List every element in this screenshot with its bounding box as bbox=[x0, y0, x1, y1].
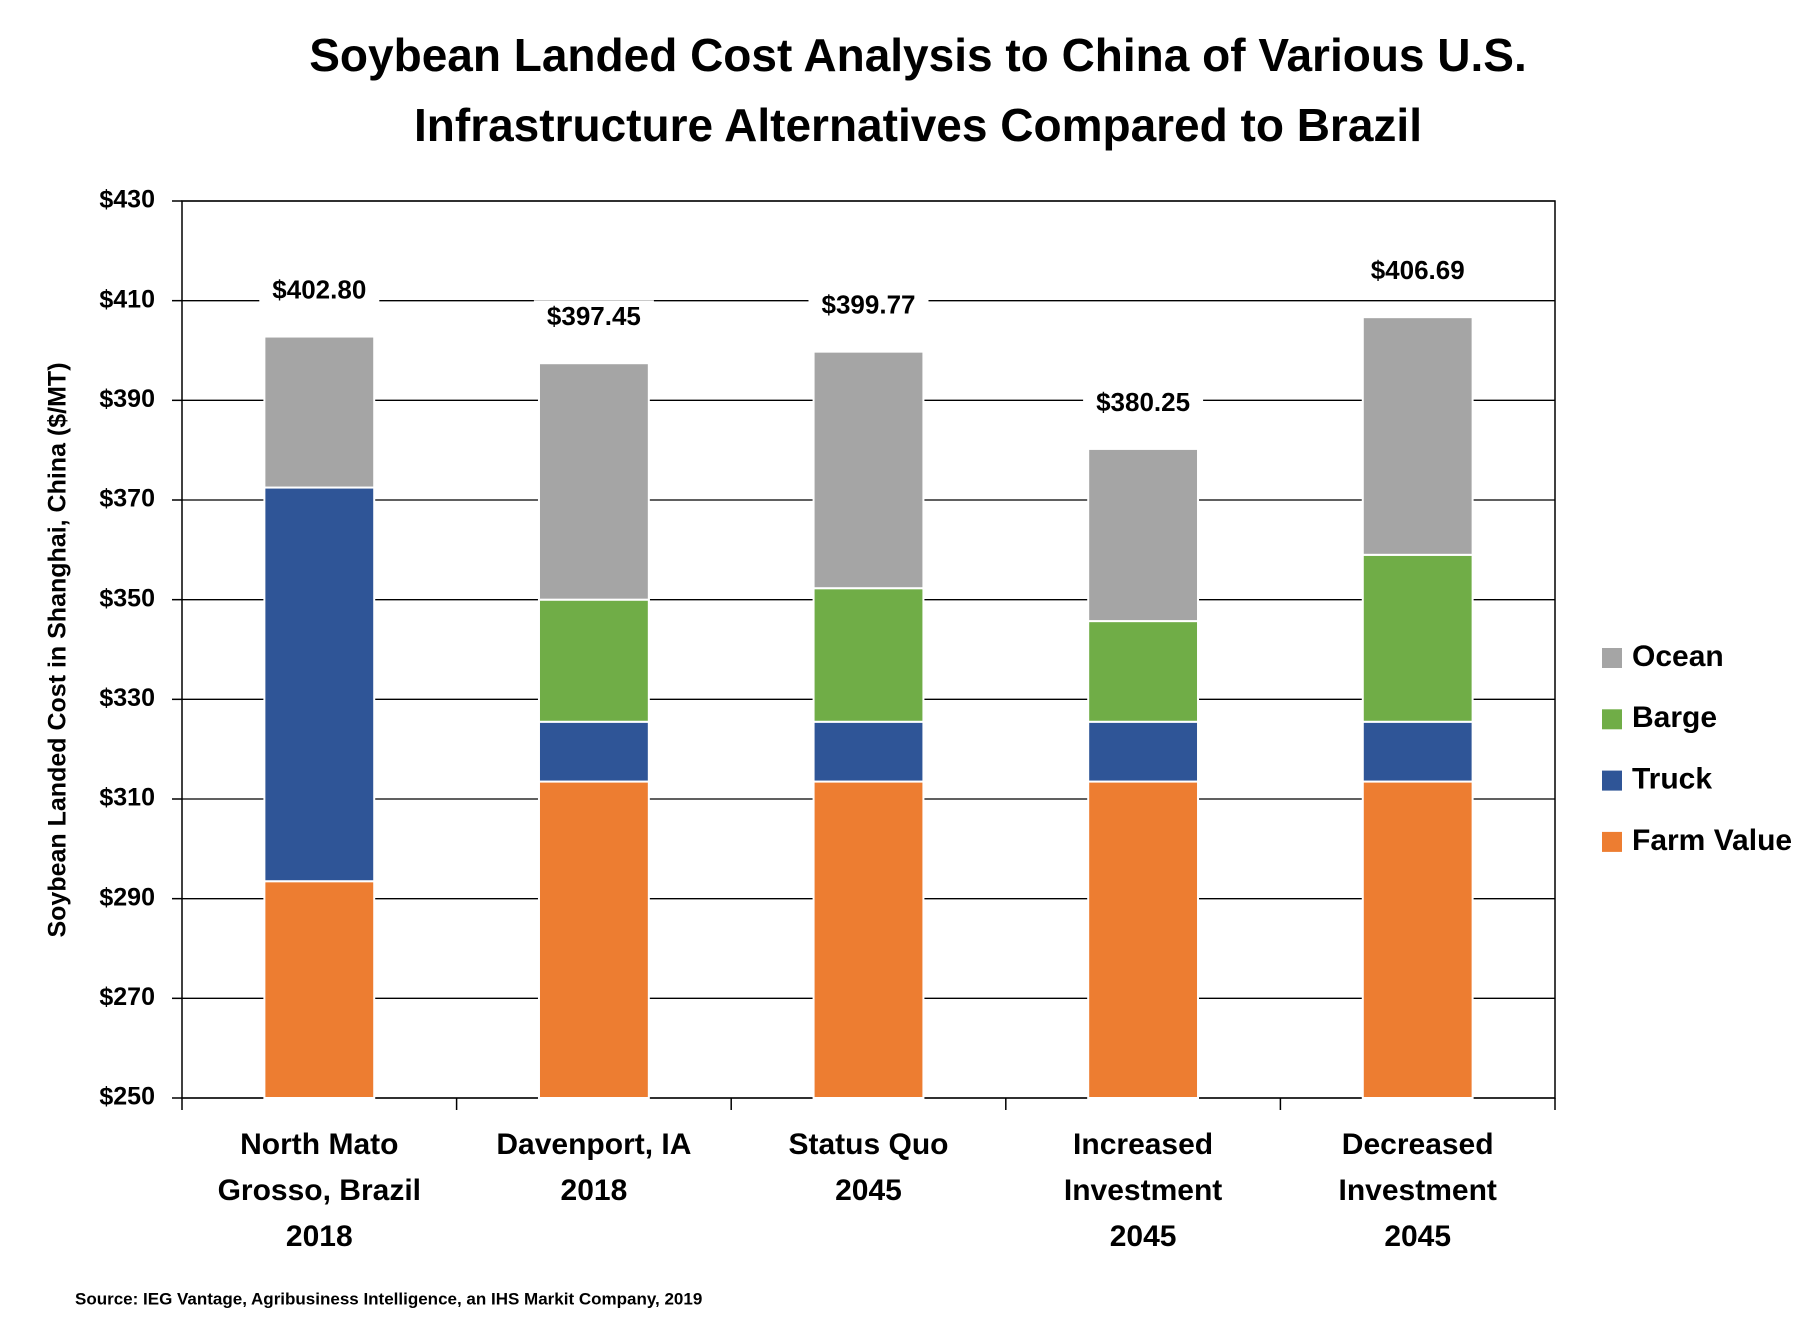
y-tick-label: $270 bbox=[99, 983, 155, 1011]
bar-segment bbox=[537, 720, 650, 783]
bar-segment bbox=[537, 598, 650, 723]
bar-segment bbox=[1361, 553, 1474, 723]
x-tick-label: Investment bbox=[1339, 1174, 1497, 1207]
total-label-bg bbox=[533, 300, 654, 337]
x-tick-label: Davenport, IA bbox=[496, 1128, 691, 1161]
legend-swatch bbox=[1602, 831, 1622, 852]
total-label-bg bbox=[808, 288, 929, 325]
chart-title: Soybean Landed Cost Analysis to China of… bbox=[309, 29, 1527, 81]
legend-label: Truck bbox=[1632, 763, 1712, 796]
bar-segment bbox=[1087, 447, 1200, 623]
total-label: $406.69 bbox=[1371, 255, 1465, 285]
x-tick-label: 2045 bbox=[835, 1174, 902, 1207]
bar-segment bbox=[812, 720, 925, 783]
x-tick-label: North Mato bbox=[240, 1128, 398, 1161]
x-tick-label: Increased bbox=[1073, 1128, 1213, 1161]
x-tick-label: 2018 bbox=[561, 1174, 628, 1207]
bar-segment bbox=[1361, 780, 1474, 1100]
bar-segment bbox=[263, 880, 376, 1099]
total-label: $399.77 bbox=[822, 290, 916, 320]
bar-segment bbox=[1361, 316, 1474, 556]
bar-segment bbox=[1361, 720, 1474, 783]
x-tick-label: Status Quo bbox=[788, 1128, 948, 1161]
y-tick-label: $330 bbox=[99, 684, 155, 712]
total-label-bg bbox=[1357, 254, 1478, 291]
y-tick-label: $370 bbox=[99, 485, 155, 513]
legend-label: Ocean bbox=[1632, 640, 1724, 673]
x-tick-label: 2018 bbox=[286, 1220, 353, 1253]
x-tick-label: 2045 bbox=[1384, 1220, 1451, 1253]
y-tick-label: $250 bbox=[99, 1083, 155, 1111]
bar-segment bbox=[537, 780, 650, 1100]
legend-swatch bbox=[1602, 709, 1622, 730]
source: Source: IEG Vantage, Agribusiness Intell… bbox=[75, 1289, 702, 1308]
legend-label: Farm Value bbox=[1632, 824, 1792, 857]
y-tick-label: $390 bbox=[99, 385, 155, 413]
bar-segment bbox=[537, 362, 650, 601]
bar-segment bbox=[263, 486, 376, 883]
x-tick-label: Investment bbox=[1064, 1174, 1222, 1207]
x-tick-label: Decreased bbox=[1342, 1128, 1494, 1161]
bar-segment bbox=[812, 350, 925, 590]
bar-segment bbox=[1087, 620, 1200, 723]
total-label-bg bbox=[1083, 385, 1204, 422]
bar-segment bbox=[1087, 720, 1200, 783]
bar-segment bbox=[812, 780, 925, 1100]
y-tick-label: $410 bbox=[99, 285, 155, 313]
total-label-bg bbox=[259, 273, 380, 310]
y-tick-label: $350 bbox=[99, 584, 155, 612]
x-tick-label: 2045 bbox=[1110, 1220, 1177, 1253]
y-tick-label: $310 bbox=[99, 784, 155, 812]
bar-segment bbox=[812, 587, 925, 723]
y-axis-label: Soybean Landed Cost in Shanghai, China (… bbox=[44, 362, 72, 937]
total-label: $402.80 bbox=[272, 274, 366, 304]
total-label: $380.25 bbox=[1096, 387, 1190, 417]
chart-title: Infrastructure Alternatives Compared to … bbox=[414, 99, 1422, 151]
total-label: $397.45 bbox=[547, 301, 641, 331]
legend-swatch bbox=[1602, 648, 1622, 668]
y-tick-label: $430 bbox=[99, 186, 155, 214]
bar-segment bbox=[1087, 780, 1200, 1100]
x-tick-label: Grosso, Brazil bbox=[218, 1174, 421, 1207]
legend-label: Barge bbox=[1632, 701, 1717, 734]
y-tick-label: $290 bbox=[99, 883, 155, 911]
legend-swatch bbox=[1602, 770, 1622, 791]
bar-segment bbox=[263, 335, 376, 489]
